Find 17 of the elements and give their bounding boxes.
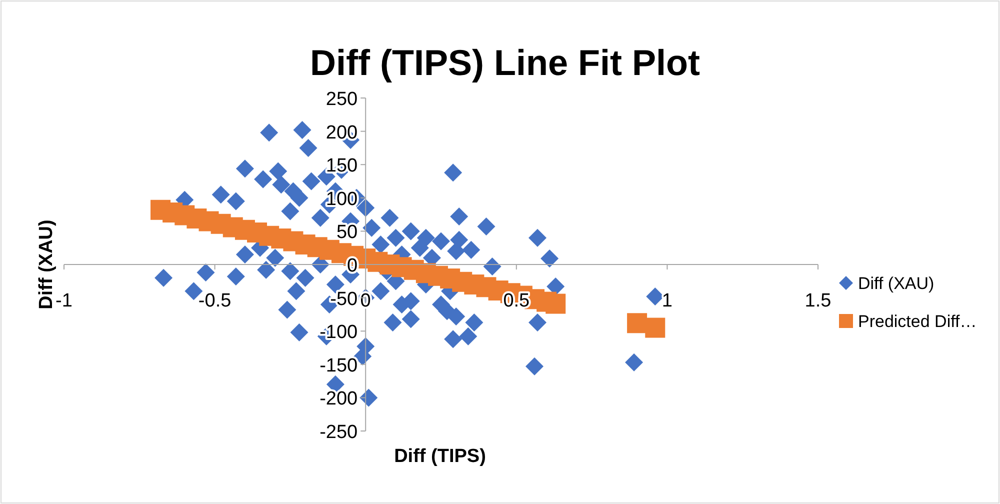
y-tick-label: 250 <box>326 89 358 110</box>
x-tick-label: 1.5 <box>804 290 832 312</box>
chart-title: Diff (TIPS) Line Fit Plot <box>310 42 700 83</box>
legend-label: Diff (XAU) <box>858 274 934 293</box>
y-axis-title: Diff (XAU) <box>36 220 57 310</box>
y-tick-label: -250 <box>320 422 358 443</box>
x-tick-label: -1 <box>56 290 72 312</box>
y-tick-label: -150 <box>320 355 358 376</box>
y-tick-label: 0 <box>347 256 358 276</box>
y-tick-label: 50 <box>336 222 358 244</box>
y-tick-label: -200 <box>320 388 358 410</box>
x-tick-label: 1 <box>662 290 672 312</box>
x-axis-title: Diff (TIPS) <box>394 446 486 467</box>
y-tick-label: -50 <box>330 288 358 310</box>
y-tick-label: 200 <box>326 122 358 144</box>
legend-label: Predicted Diff… <box>858 312 977 331</box>
x-tick-label: -0.5 <box>198 290 232 312</box>
